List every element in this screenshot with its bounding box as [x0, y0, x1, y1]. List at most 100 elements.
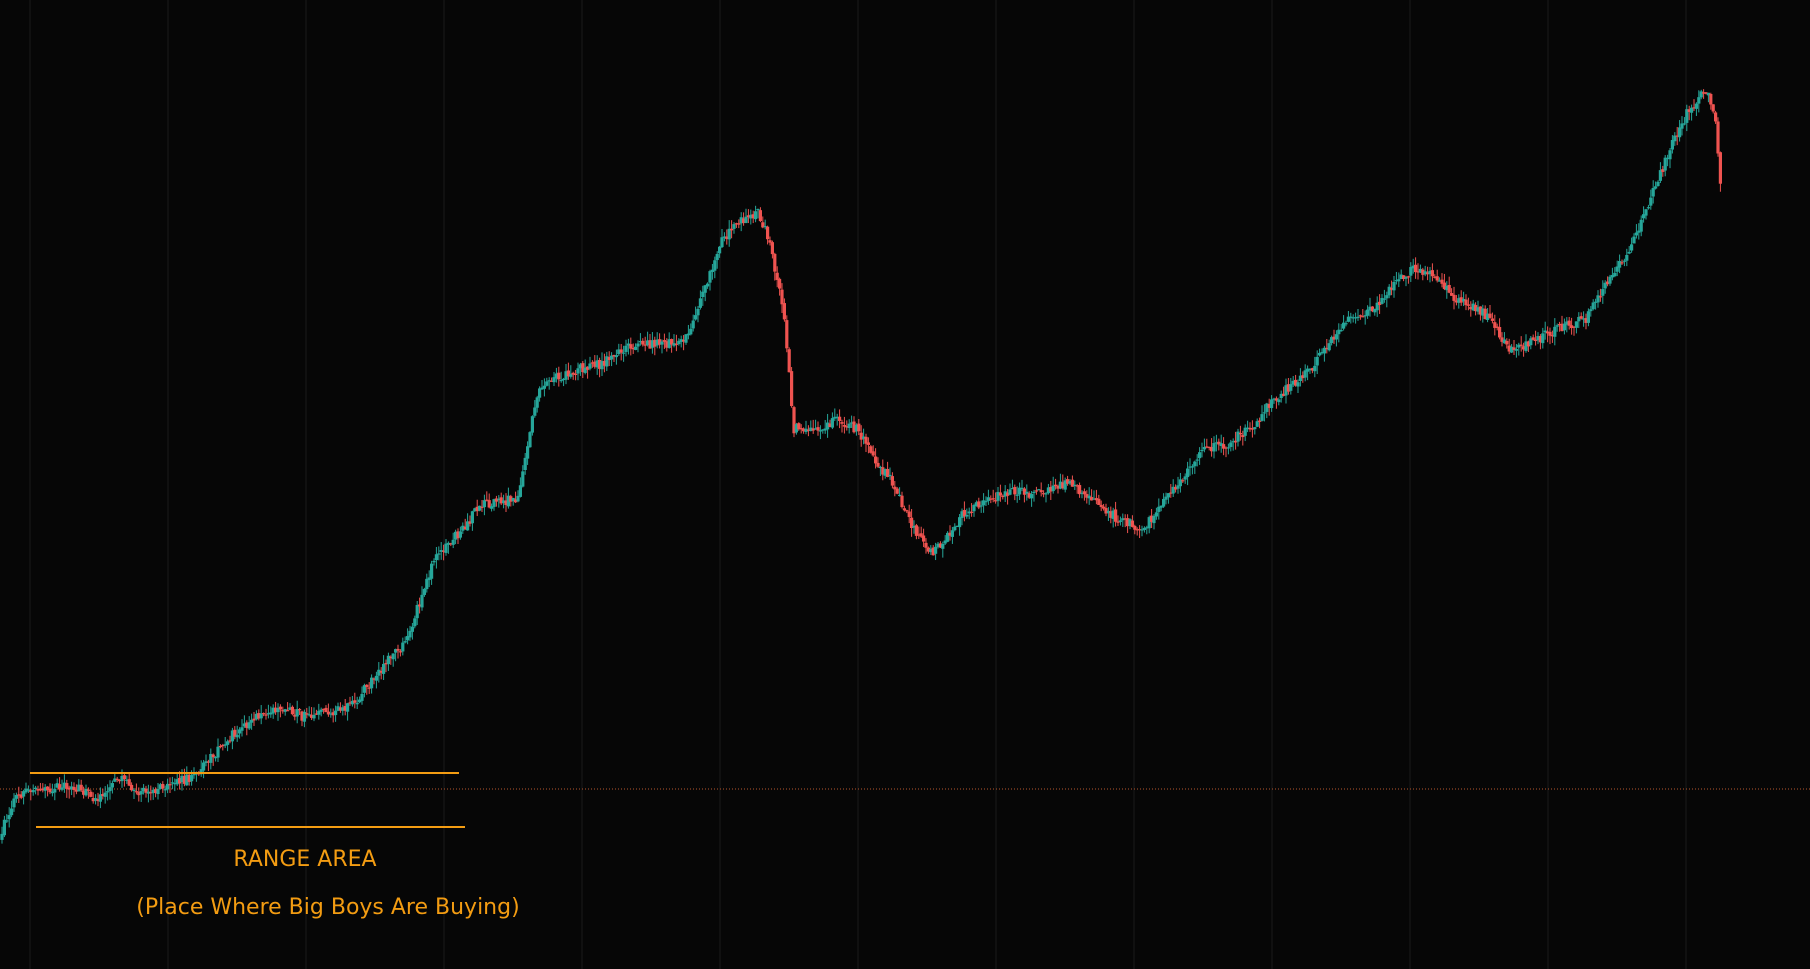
candle [521, 465, 525, 488]
candle [1428, 266, 1432, 283]
candle [1286, 378, 1290, 395]
candle [1265, 402, 1269, 419]
candle-body [199, 769, 203, 775]
candle-body [14, 795, 18, 799]
candle [888, 467, 892, 480]
candle [1606, 276, 1610, 287]
candle [384, 659, 388, 673]
range-area-caption: (Place Where Big Boys Are Buying) [136, 895, 519, 920]
candle-body [329, 713, 333, 715]
candle [449, 542, 453, 547]
candle-body [490, 506, 494, 509]
candle [934, 542, 938, 561]
candle [612, 354, 616, 363]
candle-body [1289, 384, 1293, 391]
candle [415, 601, 419, 626]
candle [1452, 286, 1456, 310]
candle-body [658, 339, 662, 345]
candle [1625, 248, 1629, 267]
candle [185, 766, 189, 786]
candle [1387, 284, 1391, 299]
candle [430, 560, 434, 585]
candle-body [1042, 493, 1046, 495]
candle [727, 220, 731, 247]
candle [970, 503, 974, 517]
candle-body [218, 745, 222, 748]
candle [1510, 344, 1514, 354]
candle-body [1718, 152, 1722, 184]
candle-body [1574, 321, 1578, 328]
candle [1176, 476, 1180, 494]
candle [19, 791, 23, 800]
candle-body [1558, 324, 1562, 326]
candle [617, 343, 621, 356]
candle [1589, 306, 1593, 317]
candle-body [494, 498, 498, 502]
candle-body [137, 791, 141, 796]
candle-body [929, 548, 933, 553]
candle-body [216, 746, 220, 758]
candle [1682, 117, 1686, 126]
candle-body [187, 774, 191, 782]
candle [996, 486, 1000, 507]
candle [1282, 386, 1286, 397]
candle-body [29, 790, 33, 792]
candle-body [1526, 341, 1530, 347]
candle [1243, 424, 1247, 442]
candle-body [1327, 343, 1331, 351]
candle-body [384, 663, 388, 665]
candle [29, 788, 33, 801]
candle [864, 433, 868, 453]
candle [1471, 299, 1475, 312]
candle [696, 305, 700, 323]
candle-body [394, 649, 398, 653]
candle-body [1056, 486, 1060, 489]
candle [209, 748, 213, 770]
candle-body [413, 618, 417, 627]
candle-body [1298, 375, 1302, 382]
candle-body [1541, 333, 1545, 344]
candle [115, 776, 119, 783]
candle-body [814, 428, 818, 430]
candle [1519, 336, 1523, 352]
candle [1231, 438, 1235, 451]
candle-body [1702, 92, 1706, 94]
candle [1502, 332, 1506, 344]
candle [1457, 294, 1461, 309]
candle [1001, 494, 1005, 500]
candle-body [1193, 461, 1197, 467]
candle-body [773, 253, 777, 272]
candle [674, 334, 678, 352]
candle [211, 753, 215, 766]
candle-body [1466, 304, 1470, 306]
candle [91, 792, 95, 804]
candle [228, 735, 232, 744]
candle [677, 338, 681, 346]
candle-body [127, 779, 131, 786]
candle-body [672, 343, 676, 346]
candle-body [444, 543, 448, 553]
candle-body [598, 359, 602, 369]
candle-body [1236, 431, 1240, 442]
candle-body [425, 578, 429, 590]
candle [77, 779, 81, 792]
candle [1027, 491, 1031, 499]
candle [1529, 335, 1533, 350]
candle-body [1716, 121, 1720, 154]
candle-body [938, 543, 942, 548]
candle-body [770, 242, 774, 255]
candle-body [1663, 157, 1667, 171]
candle-body [82, 790, 86, 795]
candle [34, 785, 38, 795]
candle [624, 339, 628, 357]
candle-body [874, 456, 878, 464]
candle-body [360, 693, 364, 701]
candle-body [1337, 329, 1341, 335]
candle-body [355, 703, 359, 705]
candle [691, 314, 695, 332]
candle [650, 332, 654, 354]
candle-body [528, 432, 532, 448]
candle-body [1625, 254, 1629, 261]
candle-body [278, 706, 282, 710]
candle-body [1157, 506, 1161, 512]
